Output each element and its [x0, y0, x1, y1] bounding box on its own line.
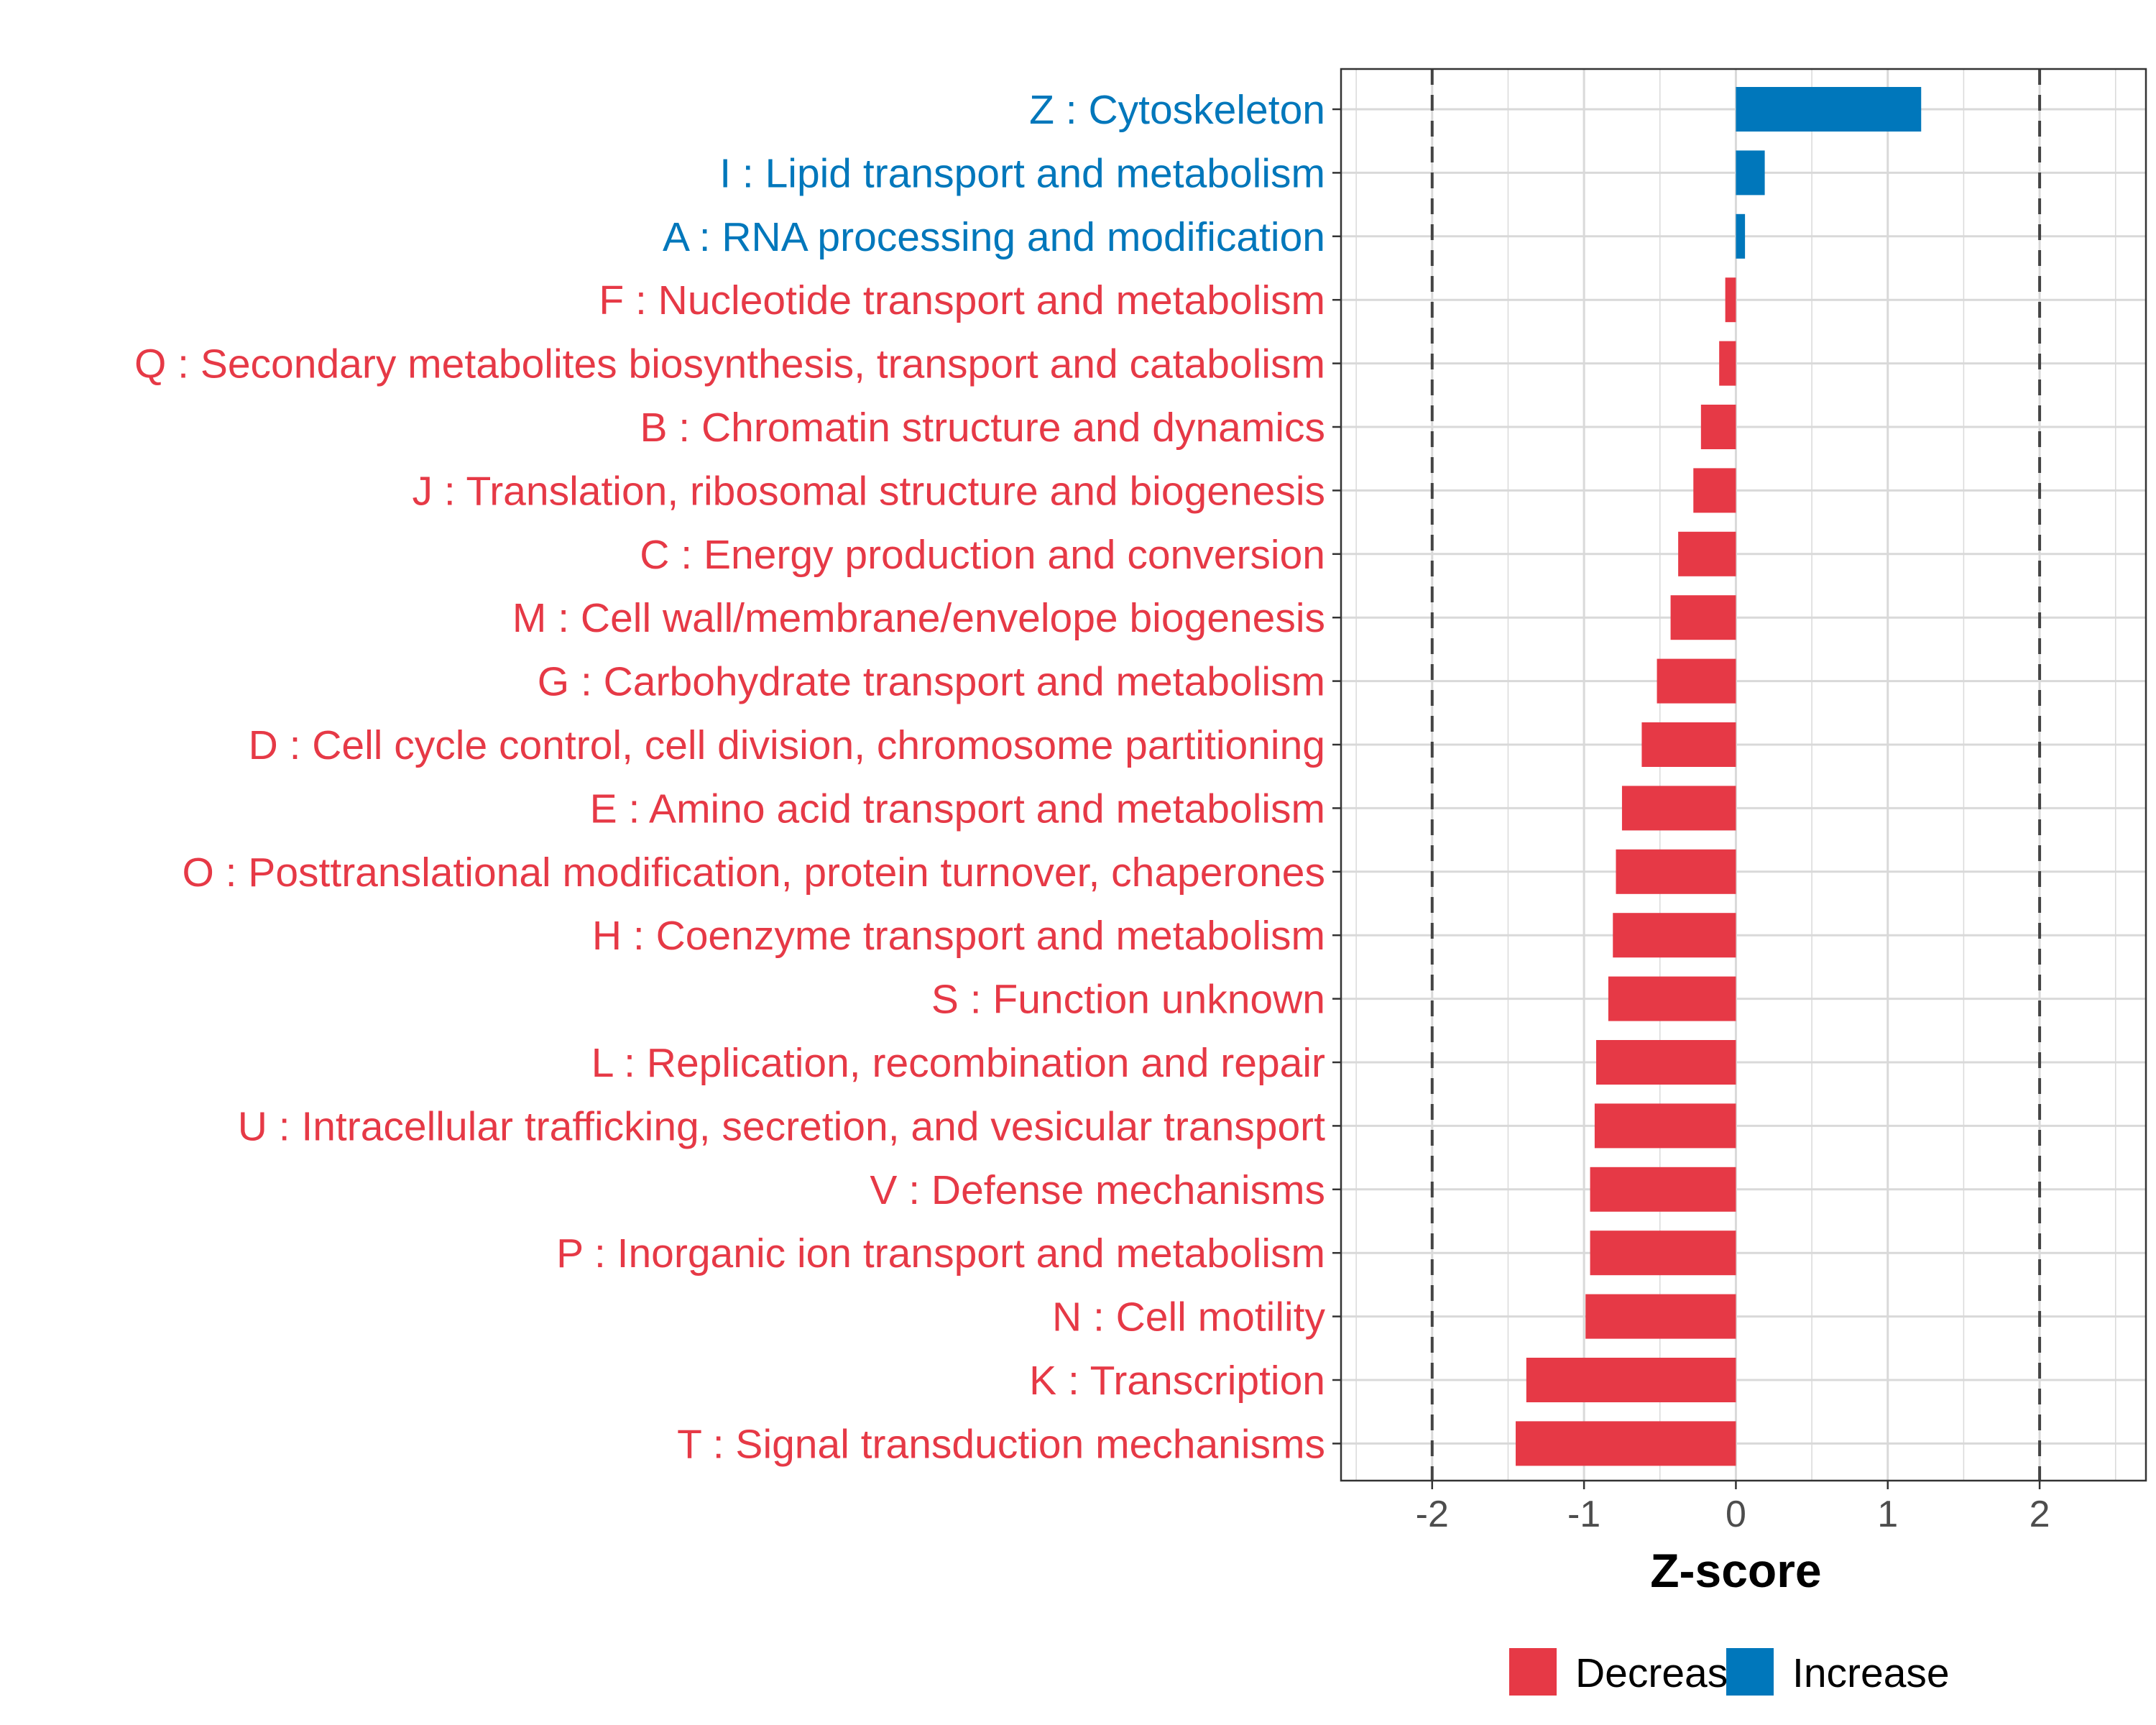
- category-label: N : Cell motility: [1052, 1294, 1326, 1340]
- bar: [1736, 87, 1922, 132]
- category-label: J : Translation, ribosomal structure and…: [413, 468, 1325, 514]
- bar: [1594, 1103, 1736, 1149]
- category-label: E : Amino acid transport and metabolism: [590, 786, 1325, 832]
- bar: [1657, 658, 1736, 704]
- legend-key-increase: [1726, 1648, 1774, 1696]
- bar: [1621, 786, 1736, 831]
- category-label: G : Carbohydrate transport and metabolis…: [538, 659, 1325, 705]
- category-label: V : Defense mechanisms: [870, 1167, 1325, 1213]
- bar: [1613, 913, 1736, 958]
- category-label: L : Replication, recombination and repai…: [591, 1040, 1325, 1086]
- bar: [1590, 1230, 1736, 1276]
- category-label: Z : Cytoskeleton: [1029, 87, 1325, 133]
- x-axis-title: Z-score: [1650, 1544, 1821, 1597]
- category-label: H : Coenzyme transport and metabolism: [592, 913, 1325, 959]
- bar: [1526, 1358, 1736, 1402]
- category-label: S : Function unknown: [931, 977, 1325, 1023]
- bar: [1719, 341, 1736, 386]
- x-tick-label: 0: [1726, 1494, 1746, 1535]
- plot-panel-border: [1340, 68, 2147, 1482]
- category-label: I : Lipid transport and metabolism: [719, 150, 1325, 196]
- category-label: P : Inorganic ion transport and metaboli…: [556, 1230, 1325, 1276]
- legend-label-increase: Increase: [1792, 1650, 1950, 1696]
- category-label: F : Nucleotide transport and metabolism: [599, 277, 1325, 323]
- bar: [1590, 1167, 1736, 1212]
- category-label: C : Energy production and conversion: [640, 532, 1325, 578]
- category-label: M : Cell wall/membrane/envelope biogenes…: [512, 595, 1325, 641]
- x-tick-label: 2: [2030, 1494, 2050, 1535]
- bar: [1678, 531, 1736, 576]
- category-label: K : Transcription: [1029, 1358, 1325, 1404]
- grid-layer: [1341, 69, 2146, 1481]
- legend: Decrease Increase: [1509, 1648, 1950, 1696]
- category-label: B : Chromatin structure and dynamics: [640, 405, 1325, 451]
- bar: [1585, 1294, 1736, 1339]
- x-tick-layer: -2 -1 0 1 2: [1416, 1481, 2050, 1535]
- bar: [1725, 277, 1736, 323]
- bar: [1516, 1421, 1736, 1466]
- category-label: T : Signal transduction mechanisms: [677, 1421, 1325, 1467]
- x-tick-label: -1: [1567, 1494, 1600, 1535]
- legend-label-decrease: Decrease: [1575, 1650, 1751, 1696]
- bar: [1616, 849, 1736, 894]
- x-tick-label: -2: [1416, 1494, 1449, 1535]
- category-label: D : Cell cycle control, cell division, c…: [249, 722, 1325, 768]
- category-label: O : Posttranslational modification, prot…: [182, 850, 1325, 896]
- bar: [1596, 1040, 1736, 1085]
- x-tick-label: 1: [1877, 1494, 1898, 1535]
- bar: [1736, 150, 1765, 196]
- bar: [1700, 405, 1736, 449]
- category-label: A : RNA processing and modification: [663, 214, 1325, 260]
- bar: [1736, 213, 1746, 259]
- category-label: Q : Secondary metabolites biosynthesis, …: [134, 341, 1325, 387]
- bar: [1641, 722, 1736, 767]
- reference-line-layer: [1430, 69, 2042, 1481]
- bar: [1693, 468, 1736, 513]
- legend-key-decrease: [1509, 1648, 1557, 1696]
- y-tick-layer: Z : Cytoskeleton I : Lipid transport and …: [134, 87, 1341, 1467]
- bar-layer: [1516, 87, 1922, 1466]
- bar: [1670, 595, 1736, 640]
- bar: [1608, 976, 1736, 1021]
- category-label: U : Intracellular trafficking, secretion…: [238, 1103, 1325, 1149]
